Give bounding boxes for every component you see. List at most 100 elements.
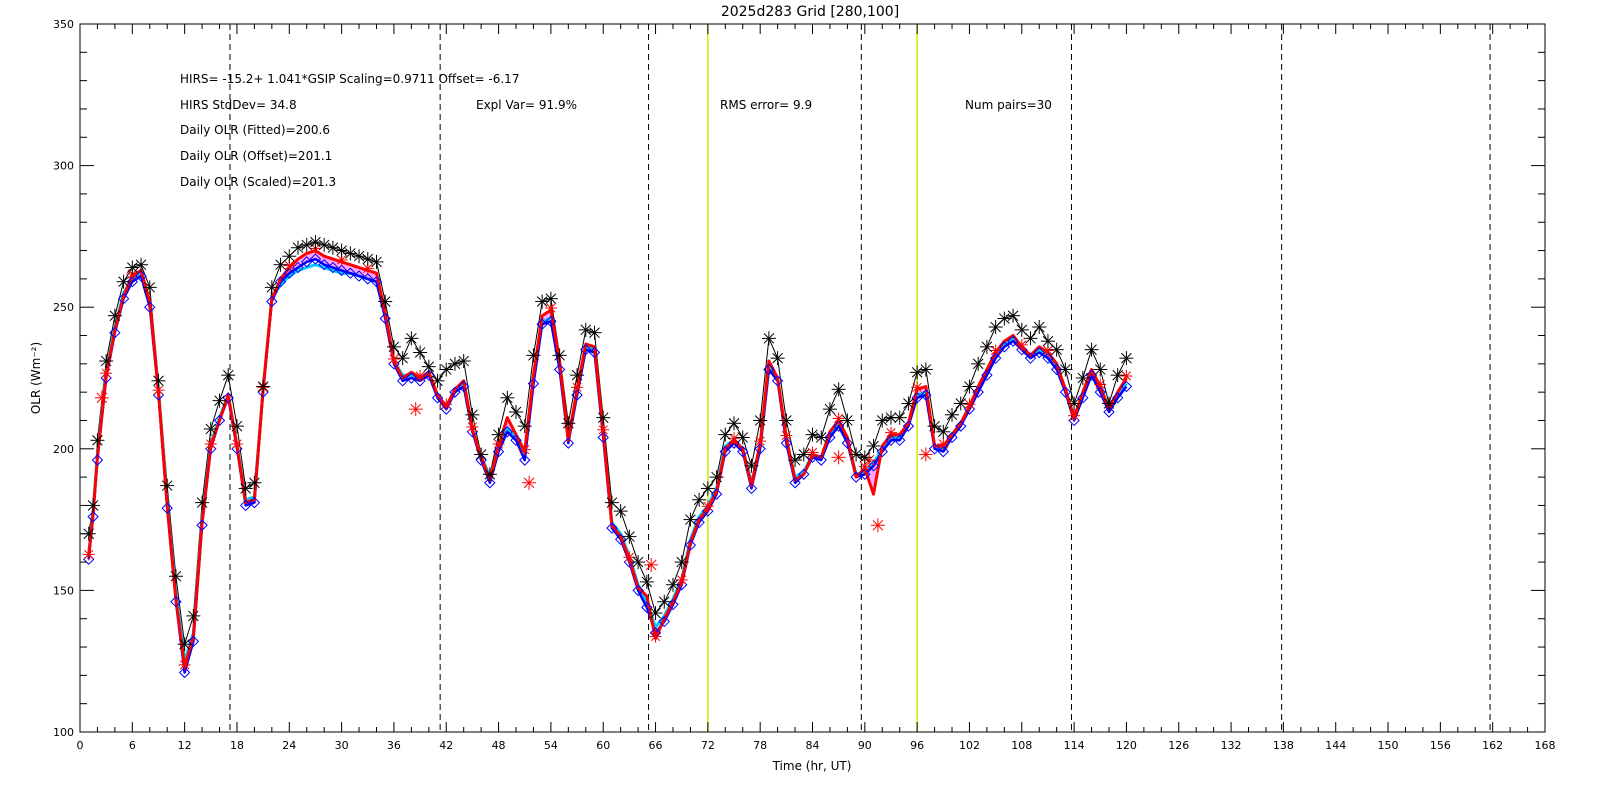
star-stroke xyxy=(519,420,531,432)
gsip-diamond-marker xyxy=(344,267,357,279)
star-stroke xyxy=(859,451,871,463)
star-stroke xyxy=(96,392,108,404)
gsip-diamond-marker xyxy=(91,454,104,466)
star-stroke xyxy=(231,420,243,432)
hirs-star-marker xyxy=(718,427,733,442)
hirs-star-marker xyxy=(256,379,271,394)
gsip-diamond-marker xyxy=(1094,386,1106,398)
fit-equation-text: HIRS= -15.2+ 1.041*GSIP Scaling=0.9711 O… xyxy=(180,72,520,86)
gsip-fitted-star-marker xyxy=(204,437,217,450)
gsip-diamond-marker xyxy=(301,256,313,268)
hirs-star-marker xyxy=(561,416,576,431)
star-stroke xyxy=(484,468,496,480)
gsip-diamond-marker xyxy=(1050,363,1063,376)
gsip-diamond-marker xyxy=(353,270,365,282)
gsip-diamond-marker xyxy=(187,635,200,648)
hirs-star-marker xyxy=(604,495,619,510)
star-stroke xyxy=(1043,345,1053,356)
gsip-diamond-marker xyxy=(379,312,391,325)
gsip-diamond-marker xyxy=(1120,380,1133,393)
gsip-diamond-marker xyxy=(737,445,749,458)
hirs-star-marker xyxy=(1084,342,1099,357)
y-tick-label: 300 xyxy=(53,160,74,173)
axes: 0 6 12 18 24 30 36 42 48 54 60 66 72 78 84 90 96 102 108 11… xyxy=(53,18,1556,752)
hirs-star-marker xyxy=(107,308,122,323)
gsip-fitted-star-marker xyxy=(728,432,741,445)
gsip-fitted-star-marker xyxy=(414,370,427,382)
hirs-star-marker xyxy=(543,291,558,306)
star-stroke xyxy=(1025,333,1036,344)
gsip-diamond-marker xyxy=(641,601,653,614)
hirs-star-marker xyxy=(1040,334,1055,349)
gsip-fitted-star-marker xyxy=(518,443,531,456)
gsip-fitted-star-marker xyxy=(1015,338,1028,351)
star-stroke xyxy=(729,433,739,443)
y-tick-label: 200 xyxy=(53,443,74,456)
star-stroke xyxy=(702,483,714,494)
gsip-diamond-marker xyxy=(492,445,505,458)
gsip-fitted-star-marker xyxy=(858,460,871,473)
x-tick-label: 30 xyxy=(335,739,349,752)
star-stroke xyxy=(458,355,469,367)
star-stroke xyxy=(109,310,121,321)
series-markers xyxy=(81,235,1134,679)
gsip-diamond-marker xyxy=(824,431,836,444)
gsip-diamond-marker xyxy=(972,386,984,398)
star-stroke xyxy=(318,239,330,251)
hirs-star-marker xyxy=(535,294,550,309)
hirs-star-marker xyxy=(81,526,96,541)
star-stroke xyxy=(205,423,217,435)
star-stroke xyxy=(84,549,94,560)
y-tick-label: 150 xyxy=(53,584,74,597)
hirs-star-marker xyxy=(238,481,253,496)
gsip-diamond-marker xyxy=(632,584,644,597)
hirs-star-marker xyxy=(849,447,864,462)
gsip-fitted-star-marker xyxy=(884,426,897,439)
gsip-diamond-marker xyxy=(937,445,950,458)
x-tick-label: 42 xyxy=(439,739,453,752)
x-tick-label: 54 xyxy=(544,739,558,752)
x-tick-label: 144 xyxy=(1325,739,1346,752)
star-stroke xyxy=(677,575,687,585)
star-stroke xyxy=(597,412,609,423)
hirs-star-marker xyxy=(142,280,157,295)
star-stroke xyxy=(789,454,801,466)
gsip-diamond-marker xyxy=(274,276,287,288)
star-stroke xyxy=(815,432,827,443)
hirs-star-marker xyxy=(639,574,654,589)
gsip-fitted-star-marker xyxy=(597,423,610,436)
hirs-star-marker xyxy=(482,467,497,482)
star-stroke xyxy=(912,382,922,392)
star-stroke xyxy=(1086,344,1097,355)
rms-error-text: RMS error= 9.9 xyxy=(720,98,813,112)
hirs-star-marker xyxy=(587,325,602,340)
star-stroke xyxy=(719,429,731,440)
star-stroke xyxy=(92,435,103,446)
red-outlier-star-marker xyxy=(862,453,877,468)
star-stroke xyxy=(746,460,757,472)
star-stroke xyxy=(345,248,356,259)
star-stroke xyxy=(929,420,940,432)
star-stroke xyxy=(850,449,862,460)
star-stroke xyxy=(886,428,896,438)
gsip-diamond-marker xyxy=(144,301,156,313)
num-pairs-text: Num pairs=30 xyxy=(965,98,1052,112)
star-stroke xyxy=(249,477,260,489)
star-stroke xyxy=(493,439,504,449)
star-stroke xyxy=(580,324,592,336)
gsip-diamond-marker xyxy=(798,468,810,480)
star-stroke xyxy=(894,412,906,423)
hirs-star-marker xyxy=(509,404,524,419)
star-stroke xyxy=(685,514,696,525)
gsip-diamond-marker xyxy=(1024,352,1037,364)
hirs-star-marker xyxy=(753,413,768,428)
gsip-diamond-marker xyxy=(1059,386,1072,398)
gsip-diamond-marker xyxy=(745,482,758,495)
gsip-diamond-marker xyxy=(283,267,295,279)
star-stroke xyxy=(606,497,618,508)
hirs-star-marker xyxy=(160,478,175,493)
gsip-diamond-marker xyxy=(710,488,723,500)
star-stroke xyxy=(938,426,949,438)
star-stroke xyxy=(467,422,478,432)
star-stroke xyxy=(598,425,608,435)
